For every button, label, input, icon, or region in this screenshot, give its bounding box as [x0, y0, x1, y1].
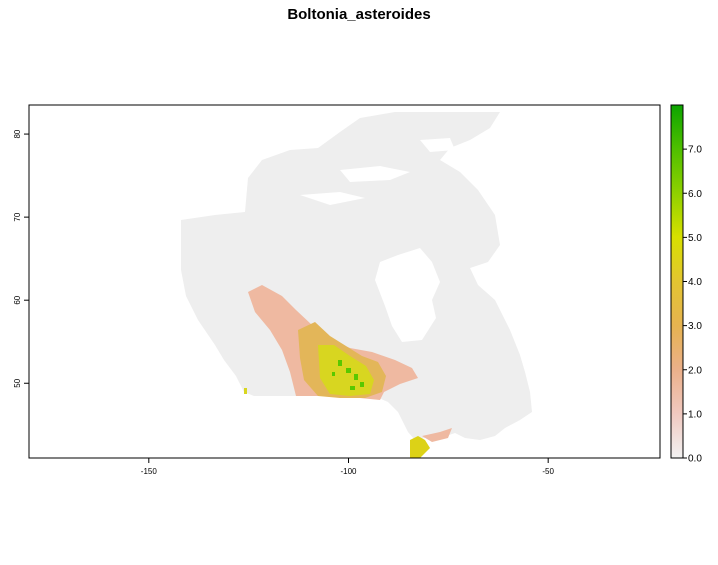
legend: 0.0 1.0 2.0 3.0 4.0 5.0 6.0 7.0 — [670, 104, 702, 465]
legend-tick-label: 7.0 — [688, 145, 702, 156]
x-axis: -150 -100 -50 — [141, 458, 555, 476]
legend-tick-label: 3.0 — [688, 321, 702, 332]
suitability-ontario-low — [422, 428, 452, 442]
y-tick-label: 50 — [13, 378, 22, 387]
x-tick-label: -150 — [141, 467, 158, 476]
legend-tick-label: 2.0 — [688, 365, 702, 376]
suitability-bc-spot — [244, 388, 247, 394]
legend-tick-label: 6.0 — [688, 189, 702, 200]
y-tick-label: 60 — [13, 295, 22, 304]
suitability-ontario — [410, 436, 430, 458]
legend-ticks: 0.0 1.0 2.0 3.0 4.0 5.0 6.0 7.0 — [683, 145, 702, 465]
y-axis: 50 60 70 80 — [13, 129, 29, 388]
arctic-channel-2 — [300, 192, 365, 205]
y-tick-label: 80 — [13, 129, 22, 138]
legend-tick-label: 5.0 — [688, 233, 702, 244]
arctic-channel-3 — [420, 138, 455, 152]
plot-frame — [28, 104, 661, 459]
arctic-channel-1 — [340, 166, 410, 182]
map-title: Boltonia_asteroides — [287, 6, 431, 23]
y-tick-label: 70 — [13, 212, 22, 221]
legend-tick-label: 4.0 — [688, 277, 702, 288]
hudson-bay — [375, 248, 440, 342]
x-tick-label: -100 — [340, 467, 357, 476]
legend-colorbar — [670, 104, 684, 459]
legend-tick-label: 0.0 — [688, 454, 702, 465]
suitability-peak — [332, 360, 364, 390]
canada-landmass — [181, 112, 532, 440]
raster-layer — [181, 112, 532, 458]
legend-tick-label: 1.0 — [688, 409, 702, 420]
x-tick-label: -50 — [542, 467, 554, 476]
